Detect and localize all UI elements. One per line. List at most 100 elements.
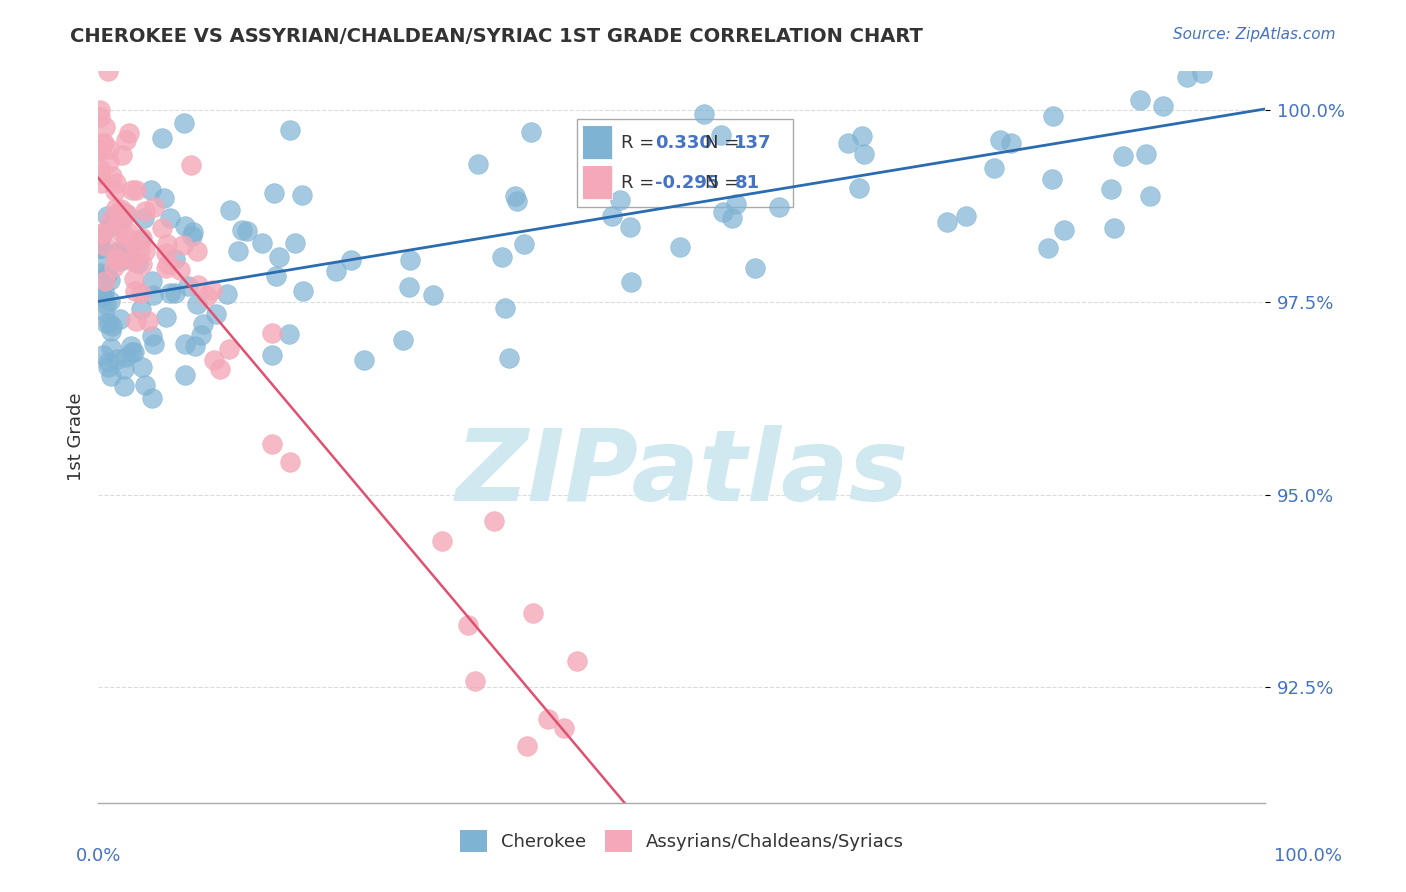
Point: [107, 206, 129, 220]
Point: [129, 302, 152, 317]
Point: [98, 317, 121, 331]
Point: [184, 339, 207, 353]
Point: [90, 288, 112, 302]
Point: [97, 142, 120, 156]
Point: [260, 348, 283, 362]
Text: ZIPatlas: ZIPatlas: [456, 425, 908, 522]
Point: [250, 235, 273, 250]
Point: [263, 186, 285, 200]
Point: [464, 674, 486, 689]
Text: 0.0%: 0.0%: [76, 847, 121, 865]
Point: [131, 360, 153, 375]
Point: [155, 246, 177, 260]
Point: [89, 144, 111, 158]
Text: Source: ZipAtlas.com: Source: ZipAtlas.com: [1173, 27, 1336, 42]
Point: [131, 230, 153, 244]
Point: [107, 245, 129, 260]
Point: [278, 123, 301, 137]
Point: [721, 211, 744, 225]
Point: [94, 120, 117, 134]
Point: [112, 361, 135, 376]
FancyBboxPatch shape: [582, 126, 612, 159]
FancyBboxPatch shape: [582, 167, 612, 200]
Point: [110, 216, 132, 230]
Point: [124, 235, 146, 250]
Point: [129, 285, 152, 300]
Point: [118, 126, 141, 140]
Point: [619, 220, 641, 235]
Point: [100, 341, 122, 355]
Point: [157, 257, 180, 271]
Point: [852, 146, 875, 161]
Point: [159, 285, 181, 300]
Point: [101, 169, 124, 183]
Point: [600, 209, 623, 223]
FancyBboxPatch shape: [582, 167, 612, 200]
Point: [768, 200, 790, 214]
Point: [104, 202, 127, 216]
Point: [94, 296, 117, 310]
Point: [520, 125, 543, 139]
Point: [467, 157, 489, 171]
Point: [848, 180, 870, 194]
Point: [91, 348, 114, 362]
Point: [114, 206, 136, 220]
Point: [122, 272, 145, 286]
Point: [1112, 149, 1135, 163]
Point: [284, 236, 307, 251]
Point: [236, 223, 259, 237]
Point: [267, 250, 290, 264]
Text: 81: 81: [734, 174, 759, 193]
Point: [89, 231, 111, 245]
Point: [155, 260, 177, 275]
Point: [107, 252, 129, 267]
Point: [90, 227, 112, 241]
Point: [97, 64, 120, 78]
Point: [165, 286, 187, 301]
Point: [174, 219, 197, 233]
Point: [121, 345, 143, 359]
Point: [142, 287, 165, 301]
Point: [177, 278, 200, 293]
Point: [218, 202, 240, 217]
Point: [209, 361, 232, 376]
Point: [93, 136, 115, 150]
Point: [93, 304, 115, 318]
Point: [195, 288, 218, 302]
Point: [278, 327, 301, 342]
Point: [260, 326, 283, 341]
Point: [93, 274, 115, 288]
Point: [204, 306, 226, 320]
Point: [711, 205, 734, 219]
Point: [124, 285, 146, 299]
Point: [174, 337, 197, 351]
Point: [506, 194, 529, 209]
Point: [710, 128, 733, 142]
Point: [105, 351, 128, 366]
Text: 137: 137: [734, 134, 772, 152]
Point: [1000, 136, 1022, 150]
Text: CHEROKEE VS ASSYRIAN/CHALDEAN/SYRIAC 1ST GRADE CORRELATION CHART: CHEROKEE VS ASSYRIAN/CHALDEAN/SYRIAC 1ST…: [70, 27, 924, 45]
Point: [498, 351, 520, 366]
Point: [191, 317, 214, 331]
Point: [482, 515, 505, 529]
Point: [111, 238, 134, 252]
Point: [121, 182, 143, 196]
Point: [108, 206, 131, 220]
Point: [141, 392, 163, 406]
Point: [98, 220, 121, 235]
Point: [129, 233, 152, 247]
Point: [91, 136, 114, 151]
Point: [186, 244, 208, 259]
Point: [173, 115, 195, 129]
Point: [141, 329, 163, 343]
Point: [107, 205, 129, 219]
Point: [1152, 99, 1174, 113]
Point: [114, 350, 136, 364]
Point: [129, 242, 152, 256]
Point: [111, 148, 134, 162]
Point: [266, 268, 288, 283]
Point: [1040, 172, 1063, 186]
Legend: Cherokee, Assyrians/Chaldeans/Syriacs: Cherokee, Assyrians/Chaldeans/Syriacs: [453, 823, 911, 860]
Point: [107, 245, 129, 260]
